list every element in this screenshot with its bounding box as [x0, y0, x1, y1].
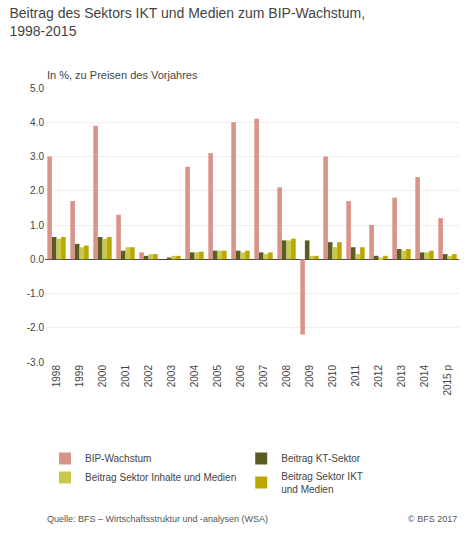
svg-text:3.0: 3.0 [30, 151, 44, 162]
svg-text:2011: 2011 [350, 365, 361, 387]
svg-text:4.0: 4.0 [30, 117, 44, 128]
svg-text:2010: 2010 [327, 365, 338, 388]
svg-text:2012: 2012 [373, 365, 384, 388]
svg-text:Quelle: BFS – Wirtschaftsstruk: Quelle: BFS – Wirtschaftsstruktur und -a… [47, 514, 268, 524]
svg-text:2007: 2007 [258, 365, 269, 388]
svg-text:0.0: 0.0 [30, 254, 44, 265]
svg-text:2015 p: 2015 p [442, 365, 453, 396]
svg-text:1.0: 1.0 [30, 220, 44, 231]
svg-text:Beitrag Sektor Inhalte und Med: Beitrag Sektor Inhalte und Medien [85, 472, 236, 483]
svg-text:BIP-Wachstum: BIP-Wachstum [85, 453, 151, 464]
svg-text:2.0: 2.0 [30, 185, 44, 196]
svg-text:-2.0: -2.0 [27, 322, 45, 333]
svg-text:In %, zu Preisen des Vorjahres: In %, zu Preisen des Vorjahres [47, 69, 198, 81]
svg-text:2000: 2000 [97, 365, 108, 388]
svg-text:-1.0: -1.0 [27, 288, 45, 299]
svg-text:2004: 2004 [189, 365, 200, 388]
svg-text:2003: 2003 [166, 365, 177, 388]
svg-text:1998: 1998 [51, 365, 62, 388]
svg-text:-3.0: -3.0 [27, 357, 45, 368]
svg-text:2006: 2006 [235, 365, 246, 388]
svg-text:2005: 2005 [212, 365, 223, 388]
svg-text:2014: 2014 [419, 365, 430, 388]
svg-text:5.0: 5.0 [30, 83, 44, 94]
svg-text:Beitrag des Sektors IKT und Me: Beitrag des Sektors IKT und Medien zum B… [9, 5, 365, 39]
svg-text:2002: 2002 [143, 365, 154, 388]
svg-text:1999: 1999 [74, 365, 85, 388]
svg-text:2009: 2009 [304, 365, 315, 388]
svg-text:2001: 2001 [120, 365, 131, 388]
svg-text:2008: 2008 [281, 365, 292, 388]
svg-text:Beitrag KT-Sektor: Beitrag KT-Sektor [281, 453, 361, 464]
svg-text:© BFS 2017: © BFS 2017 [408, 514, 457, 524]
svg-text:Beitrag Sektor IKTund Medien: Beitrag Sektor IKTund Medien [281, 471, 363, 495]
svg-text:2013: 2013 [396, 365, 407, 388]
